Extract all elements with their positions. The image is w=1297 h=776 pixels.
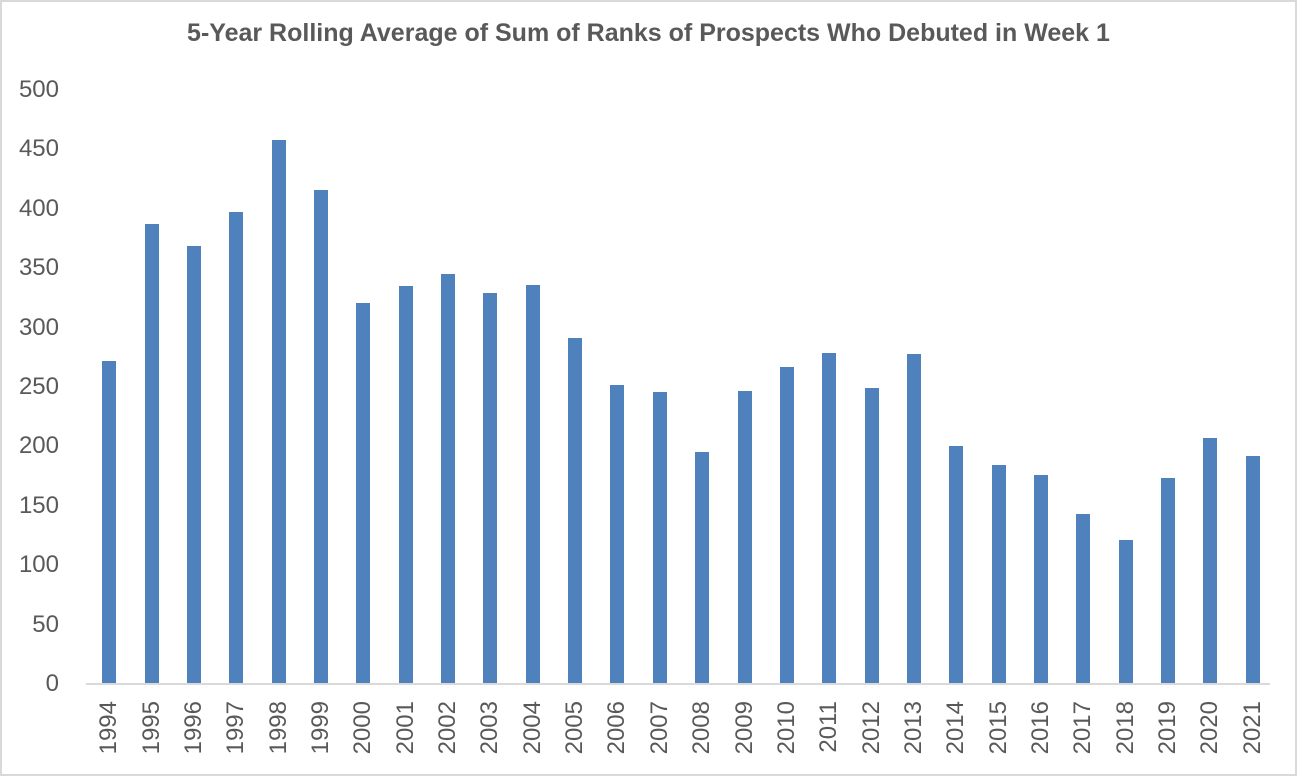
bar-2011 [822,352,837,684]
x-tick-label: 2020 [1196,701,1224,755]
x-tick-label: 2021 [1238,701,1266,755]
x-tick-label: 1998 [264,701,292,755]
bar-2014 [949,446,964,684]
chart-title: 5-Year Rolling Average of Sum of Ranks o… [187,19,1110,47]
bar-2020 [1203,438,1218,684]
bar-1995 [144,224,159,684]
x-tick-label: 2012 [857,701,885,755]
x-tick-label: 2002 [434,701,462,755]
x-tick-label: 1999 [306,701,334,755]
bar-2005 [568,338,583,684]
bar-2002 [441,274,456,684]
bar-1997 [229,212,244,684]
bar-2006 [610,384,625,684]
bar-2003 [483,293,498,684]
x-tick-label: 2004 [518,701,546,755]
y-tick-label: 250 [18,373,59,400]
x-tick-label: 2011 [815,701,843,753]
bar-1996 [186,245,201,684]
x-tick-label: 2014 [942,701,970,755]
x-tick-label: 2017 [1069,701,1097,755]
bar-2017 [1076,514,1091,684]
x-tick-label: 2000 [349,701,377,755]
bar-2009 [737,390,752,684]
x-tick-label: 2007 [645,701,673,755]
bar-2016 [1034,474,1049,684]
bar-2008 [695,452,710,684]
x-tick-label: 1994 [95,701,123,755]
bar-2007 [652,391,667,684]
y-tick-label: 400 [18,194,59,222]
y-tick-label: 50 [32,610,59,638]
y-tick-label: 350 [18,254,59,282]
x-tick-label: 2006 [603,701,631,755]
x-axis-line [86,683,1270,685]
bar-2018 [1118,540,1133,684]
bar-2010 [779,366,794,684]
x-tick-label: 1995 [137,701,165,755]
x-tick-label: 2010 [772,701,800,755]
x-tick-label: 2008 [688,701,716,755]
y-tick-label: 450 [18,135,59,163]
x-tick-label: 2016 [1027,701,1055,755]
bar-2013 [906,353,921,684]
x-tick-label: 2015 [984,701,1012,755]
bar-2019 [1161,478,1176,684]
bar-2012 [864,388,879,684]
bar-1999 [313,189,328,684]
x-tick-label: 2005 [561,701,589,755]
x-tick-label: 2009 [730,701,758,755]
bar-1998 [271,139,286,684]
bar-2021 [1245,455,1260,684]
bar-2004 [525,284,540,684]
x-tick-label: 1997 [222,701,250,755]
x-tick-label: 2019 [1154,701,1182,755]
x-tick-label: 2001 [391,701,419,755]
bar-2015 [991,465,1006,684]
x-tick-label: 2003 [476,701,504,755]
y-tick-label: 150 [18,491,59,519]
bar-2001 [398,286,413,684]
x-tick-label: 1996 [179,701,207,755]
y-tick-label: 0 [45,670,59,697]
y-tick-label: 100 [18,551,59,579]
bar-1994 [102,360,117,684]
x-tick-label: 2013 [899,701,927,755]
y-tick-label: 200 [18,432,59,460]
y-tick-label: 500 [18,76,59,103]
bar-2000 [356,302,371,684]
x-tick-label: 2018 [1111,701,1139,755]
y-tick-label: 300 [18,313,59,341]
